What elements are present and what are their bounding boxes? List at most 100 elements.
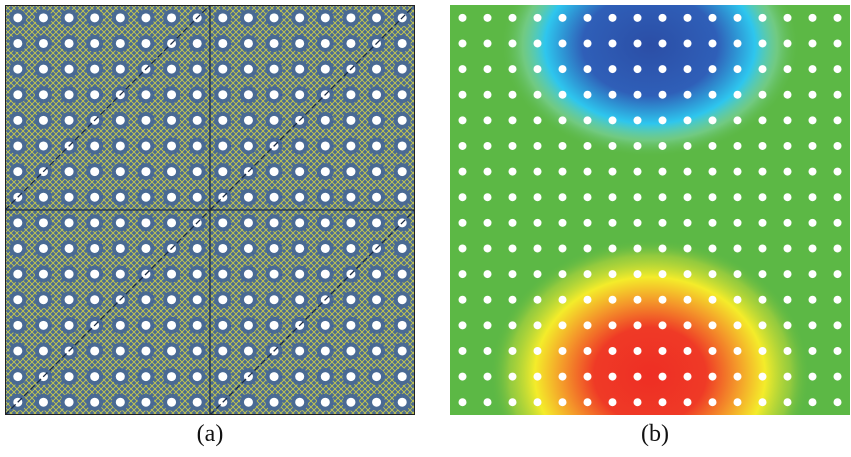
hole bbox=[141, 295, 151, 305]
hole bbox=[218, 218, 228, 228]
hole bbox=[167, 64, 177, 74]
hole bbox=[658, 346, 667, 355]
hole bbox=[683, 346, 692, 355]
hole bbox=[372, 141, 382, 151]
partition-lines bbox=[5, 5, 415, 415]
hole bbox=[397, 372, 407, 382]
field-plot bbox=[450, 5, 850, 415]
hole bbox=[115, 38, 125, 48]
hole bbox=[458, 193, 467, 202]
hole bbox=[320, 320, 330, 330]
hole bbox=[608, 218, 617, 227]
hole bbox=[808, 141, 817, 150]
hole bbox=[141, 90, 151, 100]
hole bbox=[167, 269, 177, 279]
hole bbox=[608, 372, 617, 381]
hole bbox=[783, 65, 792, 74]
hole bbox=[372, 64, 382, 74]
hole bbox=[295, 397, 305, 407]
hole bbox=[167, 372, 177, 382]
partition-line bbox=[209, 5, 415, 211]
hole bbox=[558, 244, 567, 253]
hole bbox=[64, 90, 74, 100]
hole bbox=[269, 295, 279, 305]
hole bbox=[295, 372, 305, 382]
hole bbox=[295, 64, 305, 74]
field-high-region bbox=[450, 5, 850, 415]
hole bbox=[658, 372, 667, 381]
hole bbox=[608, 167, 617, 176]
panel-a-caption: (a) bbox=[196, 421, 224, 447]
hole bbox=[38, 115, 48, 125]
hole bbox=[633, 295, 642, 304]
hole bbox=[346, 218, 356, 228]
hole bbox=[372, 13, 382, 23]
hole bbox=[608, 193, 617, 202]
hole bbox=[833, 193, 842, 202]
hole bbox=[218, 167, 228, 177]
hole bbox=[397, 64, 407, 74]
hole bbox=[115, 13, 125, 23]
hole bbox=[295, 90, 305, 100]
hole bbox=[533, 90, 542, 99]
hole bbox=[458, 13, 467, 22]
hole bbox=[558, 65, 567, 74]
hole bbox=[372, 295, 382, 305]
hole bbox=[295, 243, 305, 253]
hole bbox=[558, 372, 567, 381]
hole bbox=[483, 116, 492, 125]
hole bbox=[483, 167, 492, 176]
hole bbox=[141, 243, 151, 253]
hole bbox=[141, 320, 151, 330]
hole bbox=[372, 346, 382, 356]
hole bbox=[269, 115, 279, 125]
hole bbox=[808, 167, 817, 176]
hole bbox=[269, 269, 279, 279]
hole bbox=[708, 346, 717, 355]
holes bbox=[458, 13, 842, 407]
hole bbox=[192, 192, 202, 202]
hole bbox=[583, 244, 592, 253]
hole bbox=[141, 397, 151, 407]
hole bbox=[243, 295, 253, 305]
hole bbox=[167, 192, 177, 202]
hole bbox=[458, 167, 467, 176]
hole bbox=[708, 372, 717, 381]
hole bbox=[783, 116, 792, 125]
hole bbox=[583, 116, 592, 125]
hole bbox=[808, 90, 817, 99]
hole bbox=[608, 346, 617, 355]
hole bbox=[733, 218, 742, 227]
hole bbox=[608, 244, 617, 253]
hole bbox=[783, 372, 792, 381]
hole bbox=[733, 13, 742, 22]
hole bbox=[64, 372, 74, 382]
hole bbox=[658, 193, 667, 202]
partition-line bbox=[209, 209, 415, 415]
hole bbox=[533, 65, 542, 74]
hole bbox=[269, 38, 279, 48]
hole bbox=[833, 372, 842, 381]
hole bbox=[13, 218, 23, 228]
hole bbox=[90, 218, 100, 228]
hole bbox=[218, 320, 228, 330]
hole bbox=[115, 320, 125, 330]
hole bbox=[458, 270, 467, 279]
hole bbox=[683, 270, 692, 279]
hole bbox=[458, 244, 467, 253]
hole bbox=[733, 346, 742, 355]
hole bbox=[90, 397, 100, 407]
hole bbox=[733, 398, 742, 407]
hole bbox=[658, 218, 667, 227]
hole bbox=[808, 244, 817, 253]
panel-b-field bbox=[450, 5, 851, 415]
hole bbox=[64, 295, 74, 305]
hole bbox=[658, 116, 667, 125]
hole bbox=[533, 141, 542, 150]
hole bbox=[683, 372, 692, 381]
hole bbox=[38, 269, 48, 279]
hole bbox=[533, 167, 542, 176]
hole bbox=[583, 193, 592, 202]
hole bbox=[508, 295, 517, 304]
hole bbox=[295, 269, 305, 279]
